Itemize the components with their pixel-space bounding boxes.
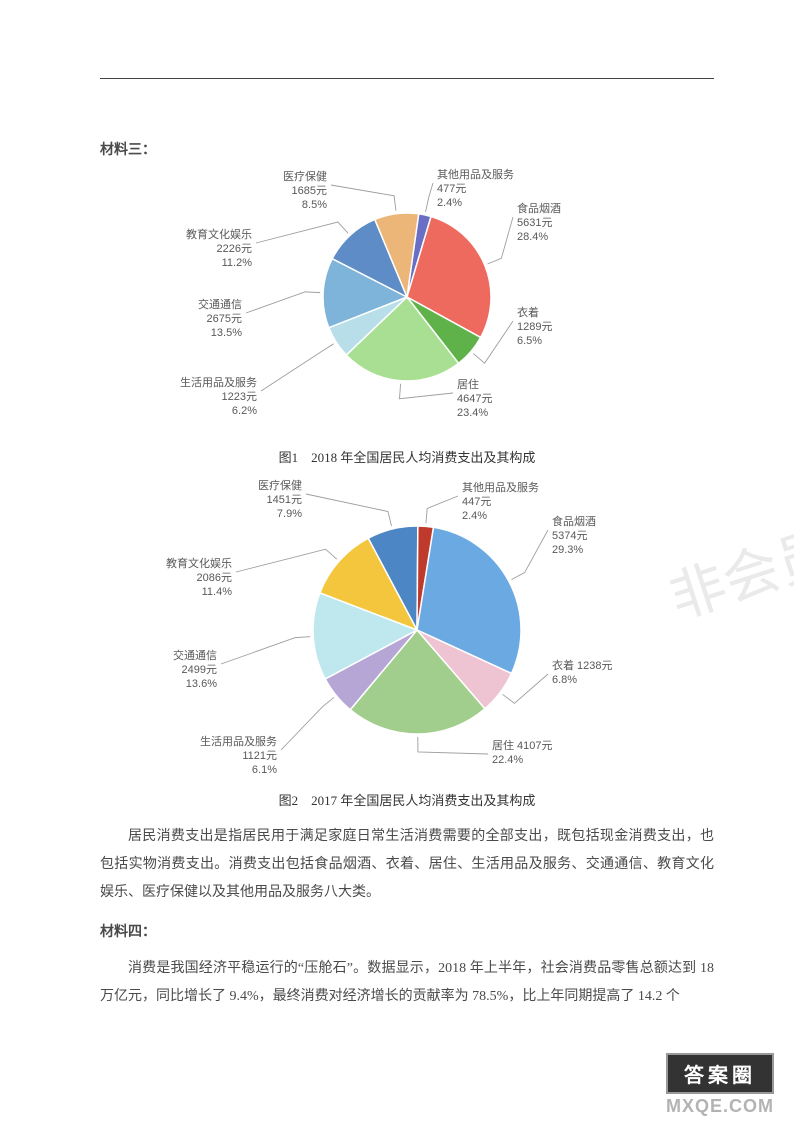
slice-label: 衣着 1238元6.8%	[552, 660, 613, 688]
leader-line	[426, 183, 433, 212]
slice-label: 教育文化娱乐2226元11.2%	[186, 229, 252, 270]
slice-amount: 447元	[462, 496, 539, 510]
leader-line	[331, 185, 396, 211]
slice-amount: 4647元	[457, 393, 492, 407]
leader-line	[246, 292, 320, 313]
paragraph-material4: 消费是我国经济平稳运行的“压舱石”。数据显示，2018 年上半年，社会消费品零售…	[100, 955, 714, 1011]
slice-label: 居住 4107元22.4%	[492, 740, 553, 768]
slice-amount: 1685元	[283, 185, 327, 199]
leader-line	[399, 384, 453, 399]
slice-label: 食品烟酒5631元28.4%	[517, 203, 561, 244]
p2-cut: 比上年同期提高了 14.2 个	[522, 989, 680, 1004]
material-4-heading: 材料四：	[100, 921, 714, 941]
slice-percent: 6.8%	[552, 674, 613, 688]
slice-percent: 2.4%	[462, 510, 539, 524]
slice-name: 其他用品及服务	[437, 169, 514, 183]
slice-amount: 1289元	[517, 321, 552, 335]
slice-amount: 1121元	[200, 750, 277, 764]
leader-line	[426, 496, 458, 523]
slice-amount: 477元	[437, 183, 514, 197]
slice-percent: 13.5%	[198, 327, 242, 341]
slice-name: 居住	[457, 379, 492, 393]
chart-2-caption: 图2 2017 年全国居民人均消费支出及其构成	[100, 790, 714, 809]
slice-label: 其他用品及服务447元2.4%	[462, 482, 539, 523]
leader-line	[418, 737, 488, 754]
leader-line	[281, 697, 334, 750]
leader-line	[236, 549, 337, 572]
slice-name: 生活用品及服务	[200, 736, 277, 750]
slice-name: 衣着	[517, 307, 552, 321]
slice-name: 教育文化娱乐	[166, 558, 232, 572]
slice-name: 生活用品及服务	[180, 377, 257, 391]
slice-amount: 5631元	[517, 217, 561, 231]
slice-label: 交通通信2675元13.5%	[198, 299, 242, 340]
slice-label: 生活用品及服务1223元6.2%	[180, 377, 257, 418]
slice-name: 居住 4107元	[492, 740, 553, 754]
slice-percent: 6.5%	[517, 335, 552, 349]
slice-label: 交通通信2499元13.6%	[173, 650, 217, 691]
slice-name: 交通通信	[173, 650, 217, 664]
slice-amount: 2499元	[173, 664, 217, 678]
leader-line	[487, 217, 513, 264]
slice-label: 医疗保健1451元7.9%	[258, 480, 302, 521]
slice-name: 其他用品及服务	[462, 482, 539, 496]
slice-percent: 28.4%	[517, 231, 561, 245]
slice-percent: 22.4%	[492, 754, 553, 768]
slice-percent: 11.4%	[166, 586, 232, 600]
leader-line	[306, 494, 392, 526]
watermark-url: MXQE.COM	[666, 1096, 774, 1117]
slice-label: 医疗保健1685元8.5%	[283, 171, 327, 212]
leader-line	[261, 344, 334, 391]
pie-chart-2017	[157, 480, 677, 780]
top-rule	[100, 78, 714, 79]
slice-label: 食品烟酒5374元29.3%	[552, 516, 596, 557]
slice-name: 衣着 1238元	[552, 660, 613, 674]
slice-label: 衣着1289元6.5%	[517, 307, 552, 348]
slice-percent: 6.1%	[200, 764, 277, 778]
slice-percent: 13.6%	[173, 678, 217, 692]
slice-name: 食品烟酒	[517, 203, 561, 217]
slice-name: 交通通信	[198, 299, 242, 313]
slice-percent: 7.9%	[258, 508, 302, 522]
slice-name: 教育文化娱乐	[186, 229, 252, 243]
slice-label: 生活用品及服务1121元6.1%	[200, 736, 277, 777]
slice-amount: 1223元	[180, 391, 257, 405]
slice-label: 其他用品及服务477元2.4%	[437, 169, 514, 210]
slice-label: 居住4647元23.4%	[457, 379, 492, 420]
chart-2: 医疗保健1451元7.9% 其他用品及服务447元2.4% 食品烟酒5374元29.…	[157, 480, 657, 780]
page: 材料三： 其他用品及服务477元2.4%食品烟酒5631元28.4%衣着1289…	[0, 0, 794, 1075]
slice-percent: 11.2%	[186, 257, 252, 271]
slice-amount: 5374元	[552, 530, 596, 544]
chart-1: 其他用品及服务477元2.4%食品烟酒5631元28.4% 衣着1289元6.5%…	[157, 167, 657, 437]
slice-percent: 6.2%	[180, 405, 257, 419]
leader-line	[221, 637, 310, 664]
leader-line	[511, 530, 548, 580]
slice-name: 医疗保健	[258, 480, 302, 494]
slice-amount: 2675元	[198, 313, 242, 327]
chart-1-caption: 图1 2018 年全国居民人均消费支出及其构成	[100, 447, 714, 466]
slice-name: 食品烟酒	[552, 516, 596, 530]
slice-label: 教育文化娱乐2086元11.4%	[166, 558, 232, 599]
slice-percent: 2.4%	[437, 197, 514, 211]
slice-amount: 1451元	[258, 494, 302, 508]
leader-line	[256, 222, 348, 243]
paragraph-definition: 居民消费支出是指居民用于满足家庭日常生活消费需要的全部支出，既包括现金消费支出，…	[100, 823, 714, 907]
slice-amount: 2086元	[166, 572, 232, 586]
slice-amount: 2226元	[186, 243, 252, 257]
material-3-heading: 材料三：	[100, 139, 714, 159]
slice-percent: 29.3%	[552, 544, 596, 558]
slice-percent: 23.4%	[457, 407, 492, 421]
slice-percent: 8.5%	[283, 199, 327, 213]
slice-name: 医疗保健	[283, 171, 327, 185]
